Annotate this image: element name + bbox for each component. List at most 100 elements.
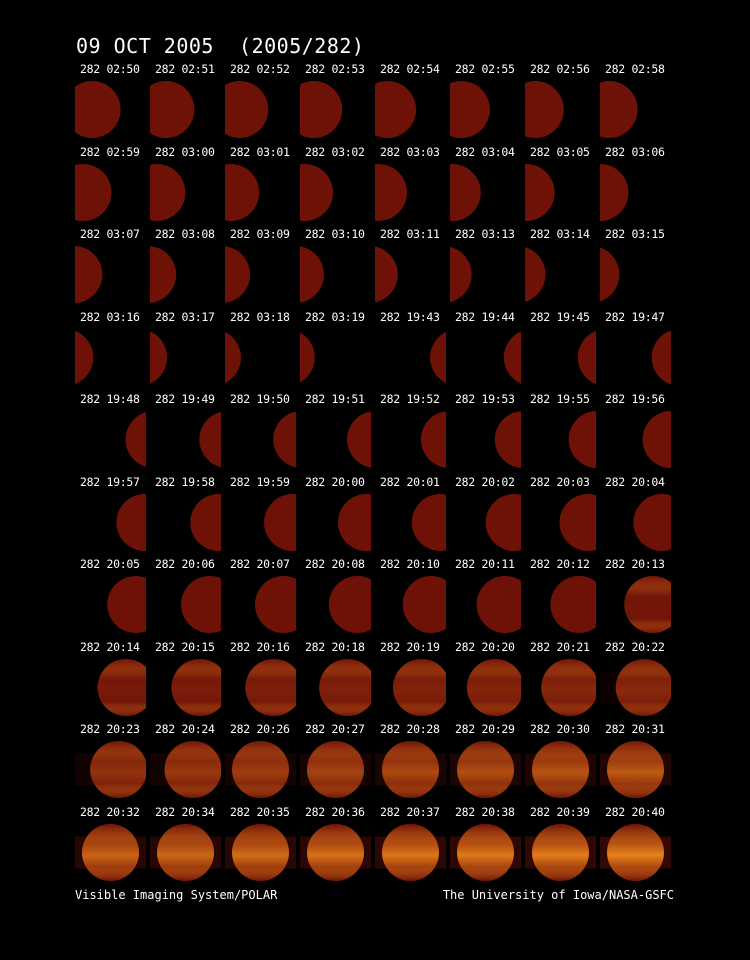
earth-disk <box>411 493 446 551</box>
earth-disk <box>420 411 446 468</box>
earth-image <box>450 163 521 221</box>
image-frame: 282 02:53 <box>300 63 371 143</box>
frame-timestamp: 282 03:13 <box>455 227 515 241</box>
earth-disk <box>181 576 221 633</box>
earth-image <box>450 81 521 138</box>
image-frame: 282 03:01 <box>225 144 296 226</box>
image-frame: 282 20:37 <box>375 804 446 886</box>
earth-image <box>600 329 671 386</box>
image-frame: 282 03:06 <box>600 145 671 226</box>
frame-timestamp: 282 03:01 <box>230 144 290 159</box>
frame-timestamp: 282 03:17 <box>155 309 215 324</box>
earth-image <box>375 493 446 551</box>
image-frame: 282 19:52 <box>375 393 446 473</box>
earth-image <box>225 741 296 798</box>
image-frame: 282 19:53 <box>450 393 521 473</box>
airglow-band <box>245 658 296 716</box>
image-frame: 282 02:52 <box>225 63 296 143</box>
frame-timestamp: 282 20:38 <box>455 804 515 819</box>
earth-image <box>225 81 296 138</box>
airglow-band <box>615 658 671 716</box>
airglow-band <box>624 576 671 633</box>
page-title: 09 OCT 2005 (2005/282) <box>76 34 365 58</box>
image-frame: 282 20:04 <box>600 475 671 556</box>
earth-disk <box>450 163 481 221</box>
footer-instrument: Visible Imaging System/POLAR <box>75 888 278 902</box>
earth-image <box>450 658 521 716</box>
earth-image <box>300 741 371 798</box>
image-frame: 282 03:17 <box>150 309 221 391</box>
earth-image <box>600 741 671 798</box>
earth-image <box>600 246 671 303</box>
image-frame: 282 20:13 <box>600 558 671 638</box>
image-frame: 282 20:15 <box>150 639 221 721</box>
earth-image <box>375 576 446 633</box>
frame-timestamp: 282 20:27 <box>305 722 365 736</box>
frame-timestamp: 282 20:13 <box>605 557 665 571</box>
airglow-band <box>164 741 221 798</box>
frame-timestamp: 282 19:55 <box>530 392 590 406</box>
frame-timestamp: 282 20:26 <box>230 722 290 736</box>
frame-timestamp: 282 20:36 <box>305 804 365 819</box>
image-frame: 282 03:05 <box>525 145 596 226</box>
earth-image <box>525 246 596 303</box>
frame-timestamp: 282 20:15 <box>155 639 215 654</box>
earth-image <box>525 81 596 138</box>
frame-timestamp: 282 20:23 <box>80 722 140 736</box>
frame-timestamp: 282 20:08 <box>305 557 365 571</box>
earth-disk <box>559 493 596 551</box>
frame-timestamp: 282 20:06 <box>155 557 215 571</box>
earth-image <box>525 741 596 798</box>
image-frame: 282 02:55 <box>450 63 521 143</box>
earth-image <box>375 658 446 716</box>
earth-image <box>450 246 521 303</box>
earth-image <box>75 163 146 221</box>
frame-timestamp: 282 20:40 <box>605 804 665 819</box>
image-frame: 282 03:16 <box>75 310 146 391</box>
airglow-band <box>157 823 214 881</box>
earth-disk <box>525 163 555 221</box>
earth-disk <box>125 412 146 467</box>
image-frame: 282 20:07 <box>225 558 296 638</box>
earth-image <box>75 576 146 633</box>
earth-disk <box>75 81 121 138</box>
earth-image <box>600 823 671 881</box>
image-frame: 282 20:01 <box>375 475 446 556</box>
image-frame: 282 02:56 <box>525 63 596 143</box>
frame-timestamp: 282 02:54 <box>380 62 440 76</box>
earth-image <box>75 493 146 551</box>
image-frame: 282 20:36 <box>300 804 371 886</box>
earth-image <box>525 163 596 221</box>
image-frame: 282 03:19 <box>300 310 371 391</box>
earth-image <box>150 576 221 633</box>
image-frame: 282 20:19 <box>375 640 446 721</box>
airglow-band <box>82 823 139 881</box>
frame-timestamp: 282 19:51 <box>305 392 365 406</box>
frame-timestamp: 282 19:59 <box>230 474 290 489</box>
image-frame: 282 20:23 <box>75 723 146 803</box>
airglow-band <box>457 823 514 881</box>
image-frame: 282 02:54 <box>375 63 446 143</box>
airglow-band <box>307 823 364 881</box>
frame-timestamp: 282 20:02 <box>455 474 515 489</box>
frame-timestamp: 282 02:56 <box>530 62 590 76</box>
earth-disk <box>225 163 260 221</box>
image-frame: 282 19:58 <box>150 475 221 556</box>
earth-image <box>600 81 671 138</box>
frame-timestamp: 282 19:48 <box>80 392 140 406</box>
image-frame: 282 03:00 <box>150 145 221 226</box>
image-frame: 282 20:24 <box>150 723 221 803</box>
earth-image <box>450 411 521 468</box>
earth-image <box>375 411 446 468</box>
frame-timestamp: 282 03:15 <box>605 227 665 241</box>
frame-timestamp: 282 02:51 <box>155 62 215 76</box>
earth-disk <box>600 247 620 302</box>
frame-timestamp: 282 20:37 <box>380 804 440 819</box>
frame-timestamp: 282 20:21 <box>530 639 590 654</box>
earth-image <box>450 576 521 633</box>
earth-image <box>75 411 146 468</box>
earth-disk <box>402 576 446 633</box>
earth-image <box>150 823 221 881</box>
airglow-band <box>541 658 596 716</box>
earth-image <box>225 329 296 386</box>
